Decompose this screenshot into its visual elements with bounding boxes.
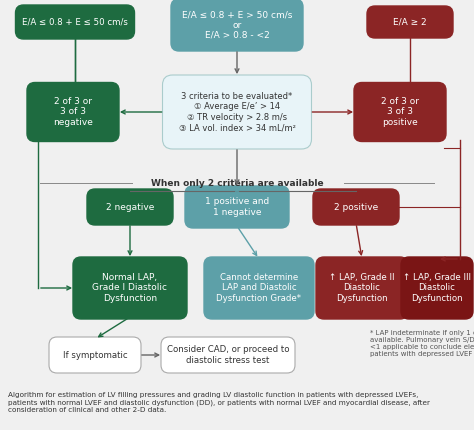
Text: If symptomatic: If symptomatic	[63, 350, 128, 359]
Text: * LAP indeterminate if only 1 of 3 parameters
available. Pulmonary vein S/D rati: * LAP indeterminate if only 1 of 3 param…	[370, 330, 474, 357]
Text: When only 2 criteria are available: When only 2 criteria are available	[151, 178, 323, 187]
FancyBboxPatch shape	[87, 189, 173, 225]
Text: E/A ≤ 0.8 + E ≤ 50 cm/s: E/A ≤ 0.8 + E ≤ 50 cm/s	[22, 18, 128, 27]
Text: ↑ LAP, Grade III
Diastolic
Dysfunction: ↑ LAP, Grade III Diastolic Dysfunction	[403, 273, 471, 303]
Text: E/A ≥ 2: E/A ≥ 2	[393, 18, 427, 27]
Text: 2 negative: 2 negative	[106, 203, 154, 212]
FancyBboxPatch shape	[185, 186, 289, 228]
Text: Algorithm for estimation of LV filling pressures and grading LV diastolic functi: Algorithm for estimation of LV filling p…	[8, 392, 430, 412]
Text: 2 positive: 2 positive	[334, 203, 378, 212]
FancyBboxPatch shape	[16, 5, 135, 39]
Text: Consider CAD, or proceed to
diastolic stress test: Consider CAD, or proceed to diastolic st…	[167, 345, 289, 365]
Text: 2 of 3 or
3 of 3
positive: 2 of 3 or 3 of 3 positive	[381, 97, 419, 127]
FancyBboxPatch shape	[161, 337, 295, 373]
FancyBboxPatch shape	[401, 257, 473, 319]
FancyBboxPatch shape	[313, 189, 399, 225]
Text: 1 positive and
1 negative: 1 positive and 1 negative	[205, 197, 269, 217]
Text: 2 of 3 or
3 of 3
negative: 2 of 3 or 3 of 3 negative	[53, 97, 93, 127]
FancyBboxPatch shape	[367, 6, 453, 38]
Text: ↑ LAP, Grade II
Diastolic
Dysfunction: ↑ LAP, Grade II Diastolic Dysfunction	[329, 273, 395, 303]
Text: Cannot determine
LAP and Diastolic
Dysfunction Grade*: Cannot determine LAP and Diastolic Dysfu…	[217, 273, 301, 303]
FancyBboxPatch shape	[49, 337, 141, 373]
Text: E/A ≤ 0.8 + E > 50 cm/s
or
E/A > 0.8 - <2: E/A ≤ 0.8 + E > 50 cm/s or E/A > 0.8 - <…	[182, 10, 292, 40]
FancyBboxPatch shape	[27, 83, 119, 141]
FancyBboxPatch shape	[204, 257, 314, 319]
FancyBboxPatch shape	[316, 257, 408, 319]
Text: 3 criteria to be evaluated*
① Average E/e’ > 14
② TR velocity > 2.8 m/s
③ LA vol: 3 criteria to be evaluated* ① Average E/…	[179, 92, 295, 132]
Text: Normal LAP,
Grade I Diastolic
Dysfunction: Normal LAP, Grade I Diastolic Dysfunctio…	[92, 273, 167, 303]
FancyBboxPatch shape	[354, 83, 446, 141]
FancyBboxPatch shape	[163, 75, 311, 149]
FancyBboxPatch shape	[73, 257, 187, 319]
FancyBboxPatch shape	[171, 0, 303, 51]
